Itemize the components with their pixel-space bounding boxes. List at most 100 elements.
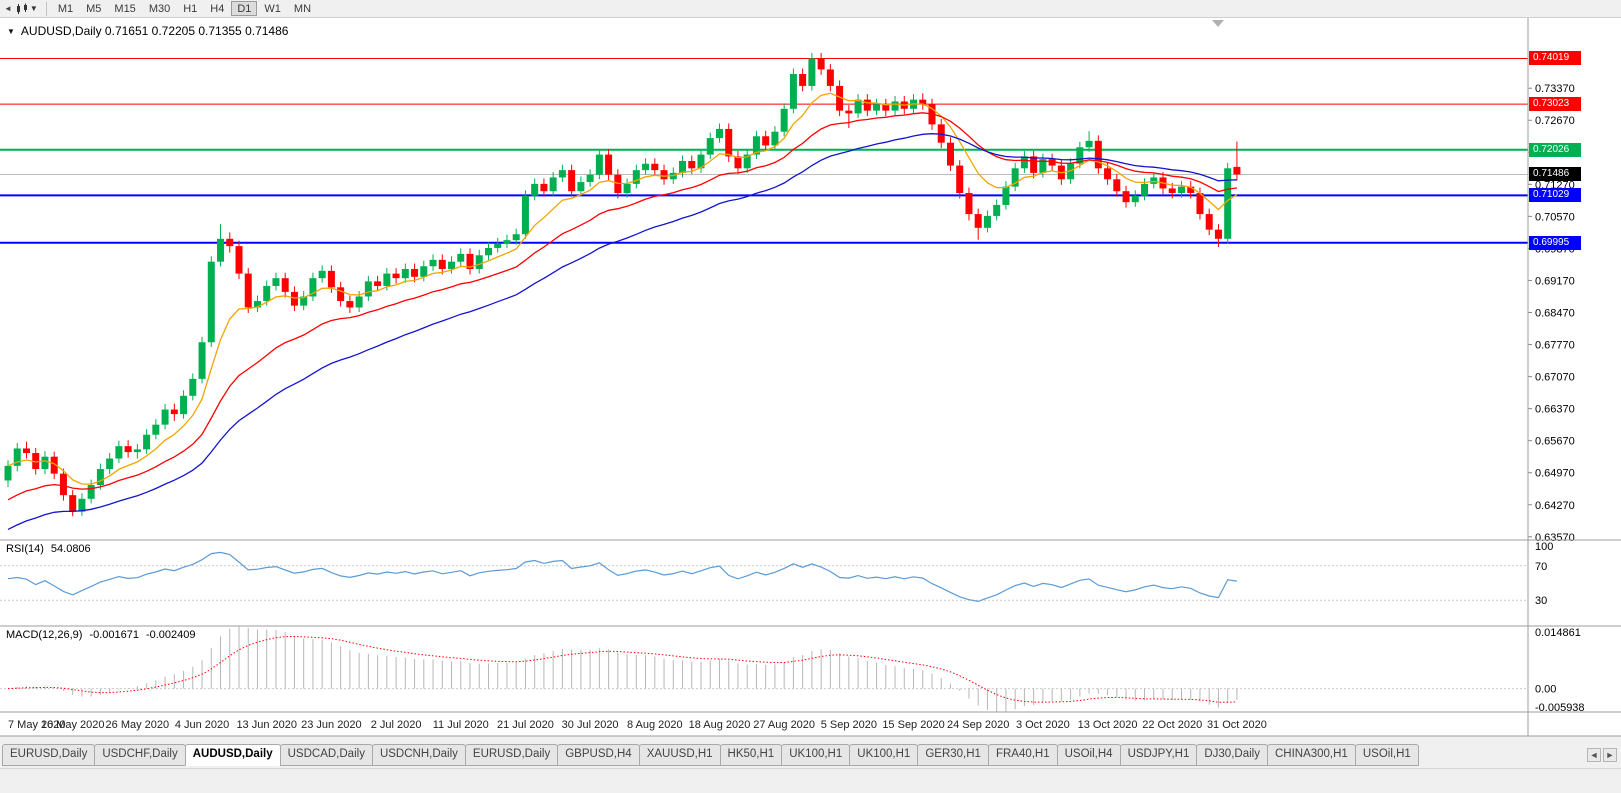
svg-text:5 Sep 2020: 5 Sep 2020 (821, 719, 877, 731)
chart-tab-eurusd-daily[interactable]: EURUSD,Daily (2, 744, 96, 766)
svg-text:22 Oct 2020: 22 Oct 2020 (1142, 719, 1202, 731)
chart-background (0, 18, 1621, 736)
timeframe-button-m15[interactable]: M15 (114, 3, 136, 15)
svg-text:0.71270: 0.71270 (1535, 179, 1575, 191)
rsi-value: 54.0806 (50, 543, 91, 555)
svg-text:30: 30 (1535, 595, 1547, 607)
chart-tab-fra40-h1[interactable]: FRA40,H1 (987, 744, 1058, 766)
svg-text:24 Sep 2020: 24 Sep 2020 (947, 719, 1009, 731)
macd-signal-value: -0.002409 (145, 629, 196, 641)
chart-type-dropdown-icon[interactable]: ▼ (29, 4, 38, 13)
tab-scroll-controls: ◄ ► (1585, 744, 1621, 762)
support-level-badge[interactable]: 0.69995 (1529, 235, 1581, 250)
chart-tab-usdjpy-h1[interactable]: USDJPY,H1 (1119, 744, 1198, 766)
one-click-trading-icon[interactable]: ▼ (7, 26, 15, 36)
chart-tab-hk50-h1[interactable]: HK50,H1 (719, 744, 783, 766)
svg-text:13 Oct 2020: 13 Oct 2020 (1078, 719, 1138, 731)
chart-title-text: AUDUSD,Daily 0.71651 0.72205 0.71355 0.7… (20, 24, 289, 38)
rsi-panel: 100 70 30 (0, 541, 1553, 607)
svg-text:11 Jul 2020: 11 Jul 2020 (433, 719, 489, 731)
macd-main-value: -0.001671 (89, 629, 139, 641)
svg-text:0.014861: 0.014861 (1535, 627, 1581, 639)
current-price-badge: 0.71486 (1529, 167, 1581, 182)
tab-scroll-left-icon[interactable]: ◄ (1587, 748, 1601, 762)
svg-text:13 Jun 2020: 13 Jun 2020 (236, 719, 297, 731)
price-axis: 0.63570 0.64270 0.64970 0.65670 0.66370 0.670… (1528, 83, 1575, 544)
svg-text:0.00: 0.00 (1535, 684, 1556, 696)
svg-text:8 Aug 2020: 8 Aug 2020 (627, 719, 683, 731)
svg-text:0.70570: 0.70570 (1535, 211, 1575, 223)
svg-text:-0.005938: -0.005938 (1535, 702, 1585, 714)
svg-text:3 Oct 2020: 3 Oct 2020 (1016, 719, 1070, 731)
chart-tab-dj30-daily[interactable]: DJ30,Daily (1196, 744, 1268, 766)
chart-tab-xauusd-h1[interactable]: XAUUSD,H1 (638, 744, 721, 766)
macd-indicator-label: MACD(12,26,9) -0.001671 -0.002409 (6, 629, 196, 641)
svg-text:7 May 2020: 7 May 2020 (8, 719, 65, 731)
timeframe-button-m5[interactable]: M5 (86, 3, 102, 15)
svg-text:18 Aug 2020: 18 Aug 2020 (689, 719, 751, 731)
timeframe-button-m30[interactable]: M30 (148, 3, 171, 15)
svg-text:0.67070: 0.67070 (1535, 372, 1575, 384)
horizontal-level-lines (0, 57, 1528, 244)
tab-bar: EURUSD,Daily USDCHF,Daily AUDUSD,Daily USDC… (0, 744, 1621, 768)
svg-text:16 May 2020: 16 May 2020 (41, 719, 105, 731)
svg-text:26 May 2020: 26 May 2020 (106, 719, 170, 731)
chart-tab-uk100-h1[interactable]: UK100,H1 (781, 744, 851, 766)
svg-text:0.63570: 0.63570 (1535, 532, 1575, 544)
chart-title: ▼ AUDUSD,Daily 0.71651 0.72205 0.71355 0… (7, 24, 288, 38)
chart-tab-audusd-daily[interactable]: AUDUSD,Daily (184, 744, 281, 766)
rsi-indicator-label: RSI(14) 54.0806 (6, 543, 91, 555)
chart-tab-usoil-h1[interactable]: USOil,H1 (1354, 744, 1419, 766)
chart-tab-usdcad-daily[interactable]: USDCAD,Daily (279, 744, 373, 766)
svg-text:0.66370: 0.66370 (1535, 404, 1575, 416)
svg-text:0.68470: 0.68470 (1535, 308, 1575, 320)
chart-tab-ger30-h1[interactable]: GER30,H1 (917, 744, 989, 766)
chart-tab-usdcnh-daily[interactable]: USDCNH,Daily (371, 744, 466, 766)
timeframe-button-d1[interactable]: D1 (231, 1, 258, 16)
timeframe-toolbar: M1 M5 M15 M30 H1 H4 D1 W1 MN (52, 1, 318, 16)
timeframe-button-h4[interactable]: H4 (210, 3, 225, 15)
resistance-level-badge[interactable]: 0.73023 (1529, 97, 1581, 112)
chart-tab-china300-h1[interactable]: CHINA300,H1 (1266, 744, 1356, 766)
toolbar-collapse-icon[interactable]: ◄ (4, 4, 12, 13)
svg-text:0.65670: 0.65670 (1535, 436, 1575, 448)
svg-text:2 Jul 2020: 2 Jul 2020 (371, 719, 422, 731)
chart-tab-uk100-h1[interactable]: UK100,H1 (849, 744, 919, 766)
chart-tabs: EURUSD,Daily USDCHF,Daily AUDUSD,Daily USDC… (0, 744, 1585, 766)
timeframe-button-h1[interactable]: H1 (183, 3, 198, 15)
chart-tab-usoil-h4[interactable]: USOil,H4 (1056, 744, 1121, 766)
svg-text:21 Jul 2020: 21 Jul 2020 (497, 719, 554, 731)
svg-text:0.72670: 0.72670 (1535, 115, 1575, 127)
chart-shift-marker[interactable] (1212, 20, 1224, 27)
chart-tab-eurusd-daily[interactable]: EURUSD,Daily (464, 744, 559, 766)
macd-name: MACD(12,26,9) (6, 629, 83, 641)
svg-text:23 Jun 2020: 23 Jun 2020 (301, 719, 362, 731)
svg-text:0.64270: 0.64270 (1535, 500, 1575, 512)
top-toolbar: ◄ ▼ M1 M5 M15 M30 H1 H4 D1 W1 MN (0, 0, 1621, 18)
svg-text:30 Jul 2020: 30 Jul 2020 (562, 719, 619, 731)
timeframe-button-w1[interactable]: W1 (264, 3, 281, 15)
support-level-badge[interactable]: 0.71029 (1529, 188, 1581, 203)
candlestick-chart-icon[interactable] (16, 3, 29, 15)
svg-text:15 Sep 2020: 15 Sep 2020 (882, 719, 944, 731)
pivot-level-badge[interactable]: 0.72026 (1529, 142, 1581, 157)
timeframe-button-mn[interactable]: MN (293, 3, 312, 15)
svg-text:0.73370: 0.73370 (1535, 83, 1575, 95)
resistance-level-badge[interactable]: 0.74019 (1529, 51, 1581, 66)
tab-scroll-right-icon[interactable]: ► (1603, 748, 1617, 762)
chart-tab-gbpusd-h4[interactable]: GBPUSD,H4 (557, 744, 640, 766)
chart-chrome (0, 18, 1621, 737)
svg-text:0.69170: 0.69170 (1535, 275, 1575, 287)
svg-text:27 Aug 2020: 27 Aug 2020 (753, 719, 815, 731)
status-bar (0, 768, 1621, 793)
rsi-name: RSI(14) (6, 543, 44, 555)
macd-panel: 0.014861 0.00 -0.005938 (0, 626, 1585, 714)
svg-text:0.64970: 0.64970 (1535, 468, 1575, 480)
moving-averages (7, 92, 1238, 530)
timeframe-button-m1[interactable]: M1 (57, 3, 74, 15)
svg-text:4 Jun 2020: 4 Jun 2020 (175, 719, 229, 731)
chart-tab-usdchf-daily[interactable]: USDCHF,Daily (94, 744, 186, 766)
